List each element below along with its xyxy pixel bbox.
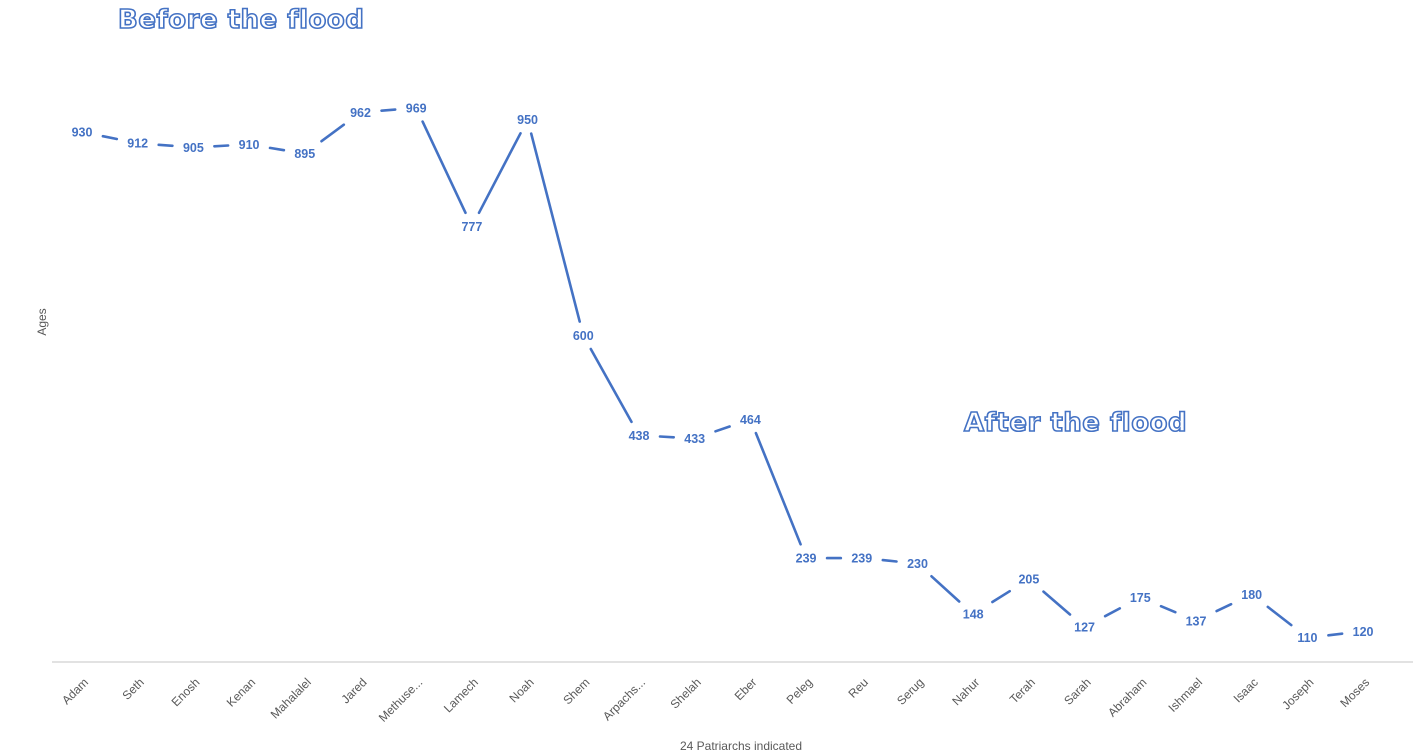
data-label: 910 [239, 138, 260, 152]
series-segment [589, 347, 633, 424]
annotation-before-flood: Before the flood [117, 4, 365, 36]
x-tick-label: Methuse... [376, 675, 426, 725]
x-tick-label: Ishmael [1166, 675, 1206, 715]
series-segment [213, 144, 230, 148]
series-segment [1327, 632, 1344, 637]
series-segment [714, 425, 731, 433]
series-segment [1266, 605, 1293, 627]
data-label: 777 [461, 220, 482, 234]
x-tick-label: Isaac [1231, 675, 1261, 705]
x-tick-label: Eber [732, 675, 760, 703]
y-axis-title: Ages [35, 308, 49, 335]
series-segment [1103, 607, 1122, 618]
data-label: 120 [1353, 625, 1374, 639]
data-label: 895 [294, 147, 315, 161]
series-segment [157, 143, 174, 148]
series-segment [477, 132, 522, 215]
data-label: 110 [1297, 631, 1317, 645]
x-tick-label: Reu [845, 675, 870, 700]
x-tick-label: Mahalalel [268, 675, 314, 721]
x-tick-label: Lamech [441, 675, 481, 715]
x-tick-label: Shelah [667, 675, 703, 711]
series-segment [991, 589, 1012, 604]
series-segment [1215, 602, 1233, 613]
data-label: 205 [1018, 573, 1039, 587]
data-label: 239 [796, 552, 817, 566]
series-segment [421, 120, 467, 215]
series-segment [1159, 604, 1177, 614]
series-segment [930, 574, 961, 603]
data-label: 962 [350, 106, 371, 120]
x-tick-label: Jared [338, 675, 369, 706]
data-label: 930 [72, 126, 93, 140]
data-label: 912 [127, 137, 148, 151]
x-tick-label: Enosh [169, 675, 203, 709]
data-label: 950 [517, 113, 538, 127]
x-tick-label: Shem [560, 675, 592, 707]
x-tick-label: Adam [59, 675, 91, 707]
x-tick-label: Arpachs... [600, 675, 648, 723]
series-segment [529, 132, 582, 323]
data-label: 600 [573, 329, 594, 343]
data-label: 433 [684, 432, 705, 446]
x-tick-label: Kenan [224, 675, 258, 709]
series-segment [754, 431, 802, 546]
x-tick-label: Serug [894, 675, 927, 708]
series-segment [380, 108, 397, 112]
x-tick-label: Sarah [1061, 675, 1094, 708]
x-tick-label: Moses [1337, 675, 1372, 710]
x-axis-title: 24 Patriarchs indicated [680, 739, 802, 753]
data-label: 148 [963, 608, 984, 622]
series-segment [1042, 590, 1072, 616]
series-segment [881, 558, 898, 563]
x-tick-label: Terah [1007, 675, 1038, 706]
annotation-after-flood: After the flood [963, 407, 1188, 439]
data-label: 175 [1130, 591, 1151, 605]
data-label: 180 [1241, 588, 1262, 602]
series-segment [658, 435, 676, 439]
x-tick-label: Nahur [949, 675, 982, 708]
data-labels: 930 912 905 910 895 962 969 777 950 600 438 433 464 2… [72, 102, 1374, 646]
data-label: 127 [1074, 621, 1095, 635]
x-tick-label: Seth [119, 675, 146, 702]
data-label: 464 [740, 413, 761, 427]
data-label: 969 [406, 102, 427, 116]
x-tick-label: Noah [507, 675, 537, 705]
series-line [101, 108, 1344, 637]
data-label: 438 [629, 429, 650, 443]
series-segment [320, 123, 346, 143]
data-label: 230 [907, 557, 928, 571]
data-label: 137 [1186, 614, 1207, 628]
x-tick-labels: Adam Seth Enosh Kenan Mahalalel Jared Methuse.… [59, 675, 1372, 725]
data-label: 905 [183, 141, 204, 155]
x-tick-label: Peleg [784, 675, 816, 707]
series-segment [101, 134, 119, 141]
series-segment [268, 146, 286, 152]
data-label: 239 [851, 552, 872, 566]
x-tick-label: Abraham [1105, 675, 1149, 719]
x-tick-label: Joseph [1279, 675, 1316, 712]
